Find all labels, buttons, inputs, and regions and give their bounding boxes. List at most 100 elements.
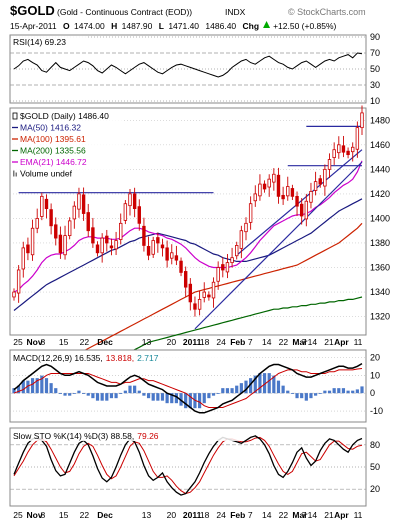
macd-histogram-bar xyxy=(72,393,76,394)
trendline xyxy=(194,161,363,330)
candle-body xyxy=(137,206,141,224)
chart-header: $GOLD (Gold - Continuous Contract (EOD))… xyxy=(10,3,366,31)
quote-date: 15-Apr-2011 xyxy=(10,21,57,31)
macd-histogram-bar xyxy=(258,373,262,394)
x-tick-label: 2011 xyxy=(183,510,202,520)
candle xyxy=(119,213,123,245)
candle xyxy=(12,288,16,301)
candle xyxy=(193,296,197,317)
macd-histogram-bar xyxy=(146,393,151,399)
x-tick-label: 22 xyxy=(80,510,90,520)
candle-body xyxy=(123,203,128,221)
candle-body xyxy=(91,227,95,244)
macd-histogram-bar xyxy=(49,383,53,394)
candle-body xyxy=(105,235,109,244)
macd-histogram-bar xyxy=(211,393,216,396)
candle-body xyxy=(58,234,63,254)
candle-body xyxy=(309,191,313,203)
macd-line xyxy=(13,362,363,414)
x-tick-label: 21 xyxy=(324,337,334,347)
macd-histogram-bar xyxy=(77,390,81,394)
candle xyxy=(95,241,100,257)
candle xyxy=(170,244,174,265)
candle-body xyxy=(304,200,309,220)
macd-histogram-bar xyxy=(346,390,350,394)
macd-histogram-bar xyxy=(253,375,257,394)
candle-body xyxy=(332,149,336,158)
macd-histogram-bar xyxy=(249,378,253,394)
macd-legend-hist: 2.717 xyxy=(137,353,159,363)
candle-body xyxy=(253,193,257,202)
candle-body xyxy=(244,222,248,233)
candle-body xyxy=(40,195,44,217)
candle-body xyxy=(72,205,77,220)
x-tick-label: 11 xyxy=(354,337,363,347)
open-label: O xyxy=(63,21,70,31)
x-tick-label: 25 xyxy=(13,510,23,520)
macd-histogram-bar xyxy=(360,386,364,394)
candle-body xyxy=(216,267,220,282)
x-tick-label: 20 xyxy=(167,510,177,520)
low-label: L xyxy=(159,21,164,31)
candle-body xyxy=(258,183,262,197)
candle-body xyxy=(267,178,271,188)
candle xyxy=(295,191,299,216)
candle xyxy=(179,257,183,277)
macd-histogram-bar xyxy=(244,380,248,394)
macd-histogram-bar xyxy=(286,390,290,394)
macd-histogram-bar xyxy=(119,393,123,394)
candle xyxy=(81,187,86,221)
macd-histogram-bar xyxy=(304,393,308,401)
stockcharts-watermark: © StockCharts.com xyxy=(288,7,366,17)
candle-body xyxy=(100,237,104,254)
price-tick-label: 1460 xyxy=(370,140,390,150)
candle xyxy=(304,193,309,227)
macd-histogram-bar xyxy=(188,393,192,409)
high-value: 1487.90 xyxy=(122,21,153,31)
sto-panel: 80 50 20 Slow STO %K(14) %D(3) 88.58, 79.26 xyxy=(9,427,380,507)
legend-ma100: MA(100) 1395.61 xyxy=(20,134,86,144)
volume-swatch-icon xyxy=(15,172,17,177)
candle xyxy=(286,176,290,201)
x-tick-label: 7 xyxy=(248,510,253,520)
legend-ema21: EMA(21) 1446.72 xyxy=(20,157,87,167)
candle xyxy=(267,174,271,197)
macd-histogram-bar xyxy=(156,393,160,401)
price-tick-label: 1360 xyxy=(370,263,390,273)
rsi-tick-label: 10 xyxy=(370,96,380,106)
volume-swatch-icon xyxy=(13,170,15,177)
ema21-line xyxy=(13,160,363,293)
macd-histogram-bar xyxy=(337,388,341,394)
candle xyxy=(100,233,104,263)
candle xyxy=(221,257,225,278)
macd-histogram-bar xyxy=(327,390,332,394)
x-tick-label: Dec xyxy=(97,510,113,520)
x-tick-label: 13 xyxy=(142,510,152,520)
macd-histogram-bar xyxy=(262,373,267,394)
x-tick-label: 14 xyxy=(308,337,318,347)
sto-k-line xyxy=(13,435,363,496)
candle-body xyxy=(355,127,360,150)
macd-histogram-bar xyxy=(225,388,230,394)
macd-histogram-bar xyxy=(100,393,104,401)
macd-histogram-bar xyxy=(30,378,35,394)
legend-ma200: MA(200) 1335.56 xyxy=(20,146,86,156)
macd-histogram-bar xyxy=(216,393,220,394)
candle-body xyxy=(26,244,30,254)
macd-histogram-bar xyxy=(198,393,202,409)
rsi-legend: RSI(14) 69.23 xyxy=(13,37,66,47)
x-tick-label: 15 xyxy=(59,510,69,520)
macd-signal-line xyxy=(13,368,363,408)
candle xyxy=(165,240,169,268)
macd-histogram-bar xyxy=(314,393,318,396)
macd-tick-label: 10 xyxy=(370,370,380,380)
candle xyxy=(225,254,230,279)
candle xyxy=(318,174,322,188)
macd-histogram-bar xyxy=(82,393,86,394)
candle-body xyxy=(290,188,295,197)
x-tick-label: 22 xyxy=(279,510,289,520)
macd-histogram-bar xyxy=(184,393,188,409)
ma50-line xyxy=(13,198,363,311)
rsi-line xyxy=(13,52,363,78)
legend-title: $GOLD (Daily) 1486.40 xyxy=(20,111,109,121)
